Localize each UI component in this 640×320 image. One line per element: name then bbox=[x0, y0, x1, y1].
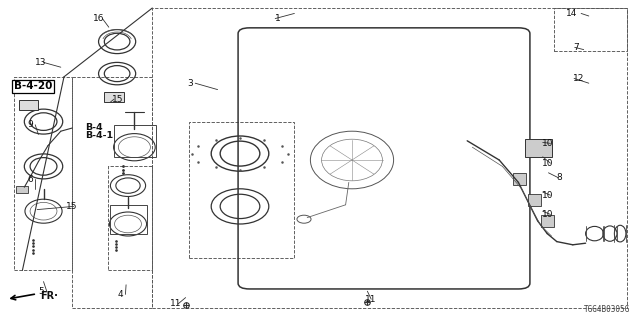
Text: B-4: B-4 bbox=[85, 124, 103, 132]
Bar bbox=[554, 8, 627, 51]
Text: 11: 11 bbox=[365, 295, 376, 304]
Bar bbox=[114, 125, 156, 157]
Text: 10: 10 bbox=[542, 159, 554, 168]
Text: 5: 5 bbox=[38, 287, 44, 296]
Text: 12: 12 bbox=[573, 74, 585, 83]
Text: 13: 13 bbox=[35, 58, 47, 67]
Text: 15: 15 bbox=[66, 202, 77, 211]
Text: TGG4B0305G: TGG4B0305G bbox=[584, 305, 630, 314]
Bar bbox=[525, 139, 552, 157]
Bar bbox=[541, 215, 554, 227]
Bar bbox=[110, 205, 147, 234]
Bar bbox=[72, 77, 152, 308]
Text: 16: 16 bbox=[93, 14, 105, 23]
Text: 6: 6 bbox=[28, 175, 33, 184]
Text: 1: 1 bbox=[275, 14, 281, 23]
Bar bbox=[104, 92, 124, 102]
Bar bbox=[108, 166, 152, 270]
Text: B-4-20: B-4-20 bbox=[14, 81, 52, 92]
Bar bbox=[14, 77, 72, 270]
Text: 3: 3 bbox=[187, 79, 193, 88]
Bar bbox=[189, 122, 294, 258]
Text: 4: 4 bbox=[117, 290, 123, 299]
Text: 10: 10 bbox=[542, 210, 554, 219]
Bar bbox=[152, 8, 627, 308]
Text: 8: 8 bbox=[557, 173, 563, 182]
Text: 11: 11 bbox=[170, 300, 181, 308]
Text: 15: 15 bbox=[112, 95, 124, 104]
Text: FR·: FR· bbox=[40, 291, 58, 301]
Text: 14: 14 bbox=[566, 9, 577, 18]
Text: 10: 10 bbox=[542, 139, 554, 148]
Text: 9: 9 bbox=[28, 120, 33, 129]
Bar bbox=[16, 186, 28, 193]
Text: B-4-1: B-4-1 bbox=[85, 132, 113, 140]
Bar bbox=[528, 194, 541, 206]
Text: 7: 7 bbox=[573, 43, 579, 52]
Bar bbox=[19, 100, 38, 110]
Bar bbox=[513, 173, 526, 185]
Text: 10: 10 bbox=[542, 191, 554, 200]
